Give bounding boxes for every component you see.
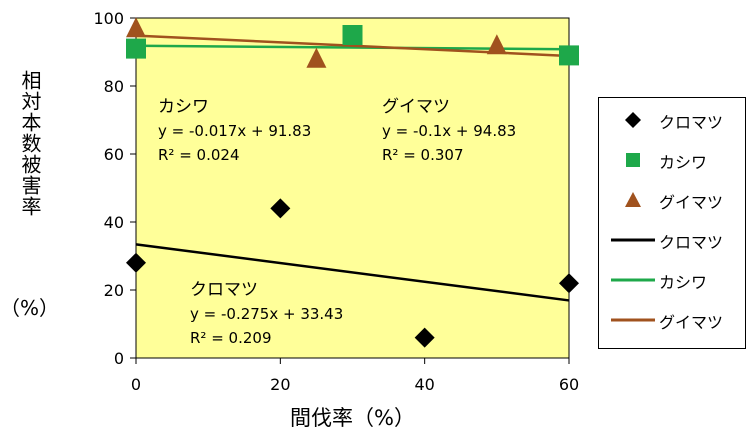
annotation-line: R² = 0.307 bbox=[382, 146, 463, 164]
annotation-line: y = -0.017x + 91.83 bbox=[158, 122, 311, 140]
legend: クロマツ カシワ グイマツ クロマツ カシワ グイマツ bbox=[598, 97, 746, 349]
data-point-triangle bbox=[306, 47, 327, 68]
data-point-diamond bbox=[270, 198, 291, 219]
legend-item-kashiwa-line: カシワ bbox=[599, 262, 745, 298]
x-tick-label: 60 bbox=[559, 375, 579, 394]
data-point-triangle bbox=[126, 17, 146, 38]
data-points bbox=[126, 17, 579, 348]
legend-label: カシワ bbox=[659, 273, 708, 292]
plot-area bbox=[135, 17, 570, 359]
data-point-diamond bbox=[126, 252, 146, 273]
square-marker-icon bbox=[626, 153, 640, 167]
legend-item-kashiwa-points: カシワ bbox=[599, 142, 745, 178]
y-tick-label: 80 bbox=[104, 77, 124, 96]
axes bbox=[130, 17, 570, 364]
legend-label: グイマツ bbox=[659, 193, 724, 212]
x-tick-label: 0 bbox=[131, 375, 141, 394]
trendline bbox=[135, 243, 570, 302]
legend-item-guimatsu-points: グイマツ bbox=[599, 182, 745, 218]
annotation-line: R² = 0.024 bbox=[158, 146, 239, 164]
x-axis-label: 間伐率（%） bbox=[290, 406, 415, 430]
line-marker-icon bbox=[611, 278, 655, 282]
legend-item-kuromatsu-line: クロマツ bbox=[599, 222, 745, 258]
data-point-triangle bbox=[486, 34, 507, 55]
data-point-diamond bbox=[414, 327, 435, 348]
y-tick-label: 60 bbox=[104, 145, 124, 164]
y-tick-label: 100 bbox=[93, 9, 124, 28]
legend-label: カシワ bbox=[659, 153, 708, 172]
data-point-square bbox=[559, 45, 579, 66]
legend-label: クロマツ bbox=[659, 113, 724, 132]
annotation-line: y = -0.275x + 33.43 bbox=[190, 305, 343, 323]
triangle-marker-icon bbox=[625, 192, 641, 207]
annotation-line: カシワ bbox=[158, 97, 209, 117]
x-tick-label: 40 bbox=[414, 375, 434, 394]
annotation-line: y = -0.1x + 94.83 bbox=[382, 122, 516, 140]
y-tick-label: 40 bbox=[104, 213, 124, 232]
annotation-line: グイマツ bbox=[382, 97, 450, 117]
tick-labels: 0 20 40 60 80 100 0 20 40 60 bbox=[93, 9, 579, 394]
line-marker-icon bbox=[611, 318, 655, 322]
equation-annotations: カシワ y = -0.017x + 91.83 R² = 0.024 グイマツ y = … bbox=[158, 97, 516, 347]
data-point-square bbox=[126, 38, 146, 59]
x-tick-label: 20 bbox=[270, 375, 290, 394]
y-axis-unit: （%） bbox=[0, 296, 60, 320]
diamond-marker-icon bbox=[625, 112, 641, 128]
legend-item-guimatsu-line: グイマツ bbox=[599, 302, 745, 338]
legend-label: クロマツ bbox=[659, 233, 724, 252]
data-point-diamond bbox=[559, 273, 579, 294]
annotation-line: R² = 0.209 bbox=[190, 329, 271, 347]
line-marker-icon bbox=[611, 238, 655, 242]
legend-item-kuromatsu-points: クロマツ bbox=[599, 102, 745, 138]
data-point-square bbox=[342, 25, 363, 45]
annotation-line: クロマツ bbox=[190, 280, 258, 300]
y-axis-label: 相対本数被害率 bbox=[18, 70, 42, 217]
y-tick-label: 0 bbox=[114, 349, 124, 368]
legend-label: グイマツ bbox=[659, 313, 724, 332]
y-tick-label: 20 bbox=[104, 281, 124, 300]
